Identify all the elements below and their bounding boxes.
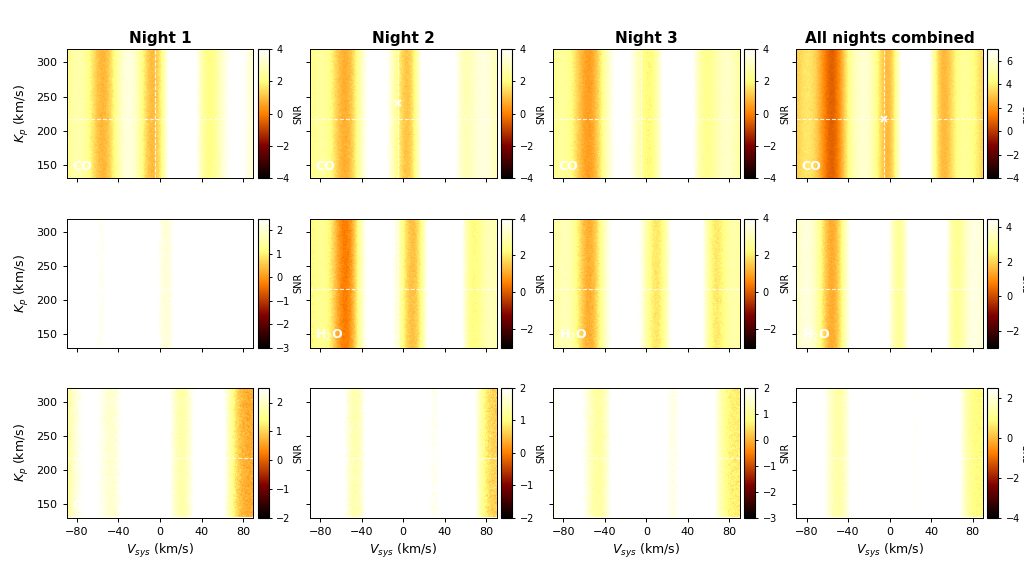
Text: CO: CO bbox=[72, 160, 92, 173]
Y-axis label: SNR: SNR bbox=[780, 273, 790, 293]
Y-axis label: SNR: SNR bbox=[294, 443, 303, 463]
X-axis label: $V_{sys}$ (km/s): $V_{sys}$ (km/s) bbox=[126, 542, 194, 560]
Text: CO: CO bbox=[802, 160, 821, 173]
Y-axis label: $K_p$ (km/s): $K_p$ (km/s) bbox=[13, 84, 31, 143]
Text: OH: OH bbox=[72, 499, 93, 512]
Y-axis label: SNR: SNR bbox=[294, 104, 303, 124]
X-axis label: $V_{sys}$ (km/s): $V_{sys}$ (km/s) bbox=[856, 542, 924, 560]
Title: All nights combined: All nights combined bbox=[805, 31, 975, 47]
Y-axis label: $K_p$ (km/s): $K_p$ (km/s) bbox=[13, 423, 31, 482]
Title: Night 1: Night 1 bbox=[129, 31, 191, 47]
Y-axis label: SNR: SNR bbox=[537, 273, 547, 293]
Y-axis label: SNR: SNR bbox=[294, 273, 303, 293]
Text: H$_2$O: H$_2$O bbox=[72, 328, 100, 343]
Y-axis label: $K_p$ (km/s): $K_p$ (km/s) bbox=[13, 254, 31, 313]
Title: Night 3: Night 3 bbox=[615, 31, 678, 47]
Y-axis label: SNR: SNR bbox=[780, 104, 790, 124]
Text: H$_2$O: H$_2$O bbox=[315, 328, 344, 343]
Text: OH: OH bbox=[315, 499, 336, 512]
Text: OH: OH bbox=[558, 499, 580, 512]
Y-axis label: SNR: SNR bbox=[537, 443, 547, 463]
X-axis label: $V_{sys}$ (km/s): $V_{sys}$ (km/s) bbox=[370, 542, 437, 560]
Text: CO: CO bbox=[315, 160, 335, 173]
Title: Night 2: Night 2 bbox=[372, 31, 434, 47]
X-axis label: $V_{sys}$ (km/s): $V_{sys}$ (km/s) bbox=[612, 542, 680, 560]
Y-axis label: SNR: SNR bbox=[780, 443, 790, 463]
Text: H$_2$O: H$_2$O bbox=[802, 328, 830, 343]
Text: OH: OH bbox=[802, 499, 822, 512]
Text: CO: CO bbox=[558, 160, 579, 173]
Y-axis label: SNR: SNR bbox=[537, 104, 547, 124]
Text: H$_2$O: H$_2$O bbox=[558, 328, 587, 343]
